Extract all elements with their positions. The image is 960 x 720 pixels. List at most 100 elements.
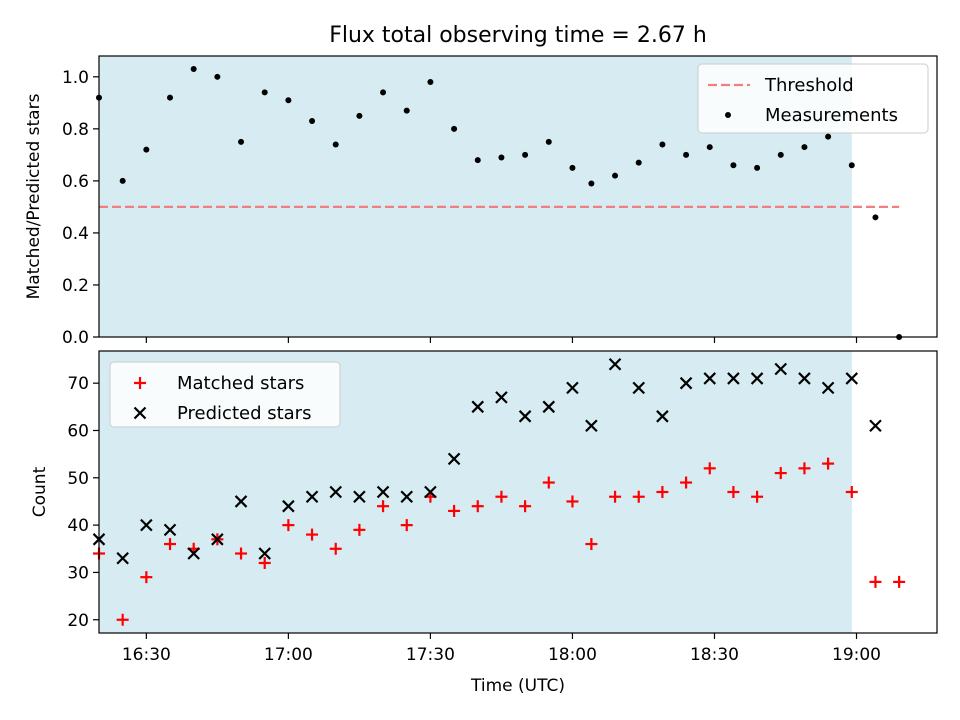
predicted-star-point — [329, 485, 343, 499]
measurement-point — [683, 151, 690, 158]
matched-star-point — [609, 490, 622, 503]
measurement-point — [427, 79, 434, 86]
measurement-point — [872, 214, 879, 221]
predicted-star-point — [542, 400, 556, 414]
measurement-point — [261, 89, 268, 96]
measurement-point — [730, 162, 737, 169]
predicted-star-point — [703, 372, 717, 385]
measurement-point — [474, 157, 481, 164]
measurement-point — [777, 151, 784, 158]
count-panel-frame — [98, 350, 938, 634]
y-tick-label: 60 — [67, 421, 89, 441]
ratio-legend: Threshold Measurements — [697, 63, 929, 134]
matched-star-point — [703, 462, 716, 475]
measurement-point — [356, 112, 363, 119]
chart-title: Flux total observing time = 2.67 h — [329, 23, 707, 48]
predicted-star-point — [566, 381, 579, 395]
predicted-star-point — [353, 490, 366, 504]
legend-box — [109, 361, 341, 428]
matched-star-point — [471, 500, 484, 513]
matched-star-point — [519, 500, 532, 513]
measurement-point — [848, 162, 855, 169]
matched-star-point — [869, 575, 882, 588]
predicted-star-point — [211, 533, 224, 546]
predicted-star-point — [518, 410, 532, 423]
matched-star-point — [798, 462, 811, 475]
measurement-point — [754, 164, 761, 171]
measurement-point — [588, 180, 595, 187]
x-tick-label: 19:00 — [832, 645, 881, 665]
measurement-point — [635, 159, 642, 166]
matched-star-point — [751, 490, 764, 503]
measurement-point — [309, 118, 316, 125]
matched-star-point — [566, 495, 579, 508]
measurement-point — [801, 144, 808, 151]
matched-star-point — [495, 490, 508, 503]
matched-star-point — [448, 504, 461, 517]
measurement-point — [119, 177, 126, 184]
predicted-star-point — [727, 372, 740, 385]
count-panel: 20 30 40 50 60 70 16:30 17:00 17:30 18:00 18:30 19… — [30, 350, 938, 696]
matched-star-point — [282, 519, 295, 532]
x-axis-label: Time (UTC) — [470, 676, 565, 696]
measurement-point — [143, 146, 150, 153]
measurement-point — [725, 112, 731, 118]
x-tick-label: 18:00 — [548, 645, 597, 665]
predicted-star-point — [774, 362, 788, 376]
ratio-x-tick-marks — [145, 337, 858, 343]
count-points — [92, 357, 906, 626]
matched-star-point — [353, 523, 366, 536]
predicted-star-point — [471, 400, 485, 414]
predicted-star-point — [495, 391, 508, 404]
ratio-panel: 0.0 0.2 0.4 0.6 0.8 1.0 Matched/Predicted sta… — [24, 55, 938, 348]
predicted-star-point — [400, 490, 414, 504]
predicted-star-point — [376, 485, 390, 499]
x-tick-label: 16:30 — [122, 645, 171, 665]
predicted-star-point — [845, 372, 859, 385]
matched-star-point — [893, 575, 906, 588]
matched-star-point — [822, 457, 835, 470]
predicted-star-point — [632, 381, 646, 395]
count-y-axis-label: Count — [30, 466, 50, 517]
y-tick-label: 1.0 — [62, 68, 89, 88]
measurement-point — [659, 141, 666, 148]
matched-star-point — [656, 486, 669, 498]
ratio-y-ticks: 0.0 0.2 0.4 0.6 0.8 1.0 — [62, 68, 99, 348]
measurement-point — [706, 144, 713, 151]
predicted-star-point — [585, 419, 598, 433]
count-y-ticks: 20 30 40 50 60 70 — [67, 374, 99, 631]
predicted-star-point — [798, 372, 811, 385]
matched-star-point — [400, 519, 413, 532]
predicted-star-point — [869, 419, 882, 433]
measurement-point — [522, 151, 529, 158]
count-x-ticks: 16:30 17:00 17:30 18:00 18:30 19:00 — [122, 633, 881, 665]
predicted-star-point — [116, 551, 129, 565]
measurement-point — [167, 94, 174, 101]
y-tick-label: 70 — [67, 374, 89, 394]
predicted-star-point — [608, 357, 622, 371]
measurement-point — [569, 164, 576, 171]
x-tick-label: 17:00 — [264, 645, 313, 665]
matched-star-point — [727, 486, 740, 498]
matched-star-point — [235, 547, 248, 560]
measurement-point — [498, 154, 505, 161]
legend-predicted-label: Predicted stars — [177, 403, 311, 424]
predicted-star-point — [750, 372, 764, 385]
matched-star-point — [306, 528, 319, 541]
measurement-point — [238, 138, 245, 145]
x-tick-label: 17:30 — [406, 645, 455, 665]
measurement-point — [380, 89, 387, 96]
matched-star-point — [329, 542, 342, 555]
predicted-star-point — [656, 410, 669, 423]
matched-star-point — [632, 490, 645, 503]
predicted-star-point — [821, 381, 835, 395]
matched-star-point — [116, 613, 129, 626]
measurement-point — [545, 138, 552, 145]
predicted-star-point — [163, 523, 177, 537]
matched-star-point — [774, 467, 787, 480]
predicted-star-point — [258, 547, 271, 560]
y-tick-label: 0.2 — [62, 276, 89, 296]
matched-star-point — [164, 538, 177, 551]
y-tick-label: 0.8 — [62, 120, 89, 140]
